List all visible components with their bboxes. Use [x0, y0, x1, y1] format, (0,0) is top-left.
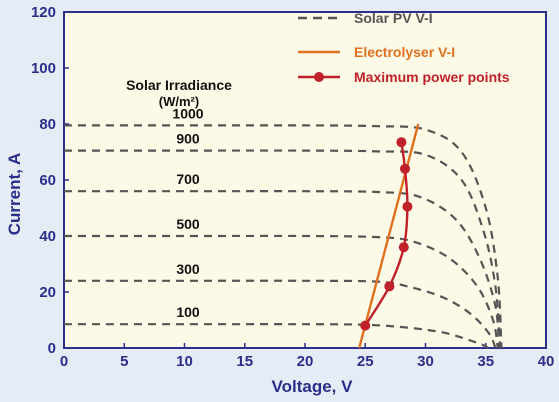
legend-label-electrolyser: Electrolyser V-I — [354, 44, 455, 60]
x-tick-label: 30 — [417, 353, 434, 370]
electrolyser-series — [358, 123, 420, 349]
mpp-marker — [396, 137, 407, 148]
legend-label-mpp: Maximum power points — [354, 69, 510, 85]
y-axis-title: Current, A — [5, 153, 24, 236]
legend-label-pv: Solar PV V-I — [354, 10, 433, 26]
y-tick-label: 60 — [39, 172, 56, 189]
mpp-marker — [400, 163, 411, 174]
plot-area — [63, 11, 547, 349]
irradiance-label-900: 900 — [176, 131, 200, 147]
irradiance-label-100: 100 — [176, 304, 200, 320]
x-axis-title: Voltage, V — [272, 377, 354, 396]
y-tick-label: 40 — [39, 228, 56, 245]
mpp-marker — [360, 320, 371, 331]
y-tick-label: 80 — [39, 116, 56, 133]
mpp-marker — [402, 201, 413, 212]
pv-curve-300 — [64, 279, 497, 349]
y-ticks: 0 20 40 60 80 100 120 — [31, 4, 69, 357]
x-tick-label: 5 — [120, 353, 128, 370]
mpp-marker — [398, 242, 409, 253]
x-tick-label: 15 — [236, 353, 253, 370]
series-labels: 1000 900 700 500 300 100 — [172, 105, 203, 320]
y-tick-label: 0 — [48, 340, 56, 357]
mpp-marker — [384, 281, 395, 292]
y-tick-label: 20 — [39, 284, 56, 301]
x-tick-label: 40 — [538, 353, 555, 370]
irradiance-label-1000: 1000 — [172, 105, 203, 121]
y-tick-label: 100 — [31, 60, 56, 77]
irradiance-label-300: 300 — [176, 261, 200, 277]
mpp-series — [360, 137, 413, 331]
x-tick-label: 25 — [357, 353, 374, 370]
legend: Solar PV V-I Electrolyser V-I Maximum po… — [298, 10, 510, 85]
pv-curve-500 — [64, 234, 499, 349]
pv-curve-900 — [63, 149, 502, 349]
x-tick-label: 0 — [60, 353, 68, 370]
electrolyser-line — [358, 123, 420, 349]
x-tick-label: 10 — [176, 353, 193, 370]
irradiance-annotation-unit: (W/m²) — [159, 94, 199, 109]
y-tick-label: 120 — [31, 4, 56, 21]
x-tick-label: 20 — [297, 353, 314, 370]
irradiance-annotation-title: Solar Irradiance — [126, 77, 232, 93]
legend-mpp-marker — [314, 72, 324, 82]
irradiance-label-500: 500 — [176, 216, 200, 232]
irradiance-label-700: 700 — [176, 171, 200, 187]
x-tick-label: 35 — [477, 353, 494, 370]
x-ticks: 0 5 10 15 20 25 30 35 40 — [60, 343, 555, 370]
